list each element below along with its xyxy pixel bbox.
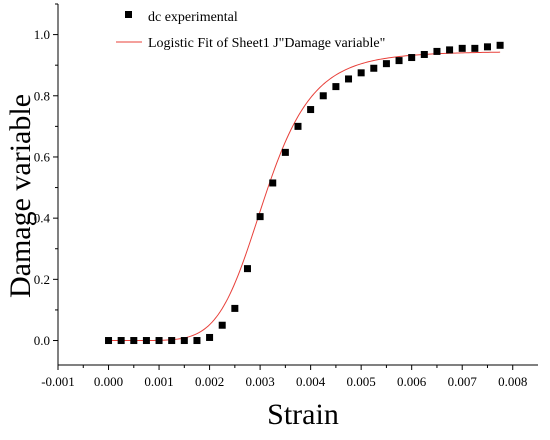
x-tick-label: -0.001 — [41, 374, 75, 389]
data-point — [180, 337, 188, 345]
data-point — [332, 83, 340, 91]
x-tick-label: 0.008 — [498, 374, 527, 389]
data-point — [142, 337, 150, 345]
data-point — [370, 64, 378, 72]
data-point — [408, 54, 416, 62]
data-point — [395, 57, 403, 65]
data-point — [243, 265, 251, 273]
x-tick-label: 0.001 — [144, 374, 173, 389]
y-tick-label: 0.0 — [34, 333, 50, 348]
data-point — [345, 75, 353, 83]
data-point — [206, 333, 214, 341]
data-point — [155, 337, 163, 345]
x-tick-label: 0.006 — [397, 374, 427, 389]
y-tick-label: 0.2 — [34, 272, 50, 287]
data-point — [433, 47, 441, 55]
data-point — [231, 304, 239, 312]
data-point — [420, 50, 428, 58]
data-point — [496, 41, 504, 49]
y-tick-label: 0.6 — [34, 149, 51, 164]
data-point — [218, 321, 226, 329]
data-point — [117, 337, 125, 345]
axes: -0.001 0.000 0.001 0.002 0.003 0.004 0.005 0.00… — [34, 3, 538, 389]
data-point — [458, 44, 466, 52]
data-point — [281, 148, 289, 156]
data-point — [168, 337, 176, 345]
y-tick-label: 1.0 — [34, 27, 50, 42]
x-tick-label: 0.007 — [448, 374, 478, 389]
legend: dc experimental Logistic Fit of Sheet1 J… — [116, 10, 385, 51]
y-tick-label: 0.8 — [34, 88, 50, 103]
data-point — [256, 213, 264, 221]
data-point — [269, 179, 277, 187]
legend-label-experimental: dc experimental — [148, 10, 238, 25]
data-point — [130, 337, 138, 345]
data-point — [105, 337, 113, 345]
data-point — [382, 60, 390, 68]
legend-label-fit: Logistic Fit of Sheet1 J"Damage variable… — [148, 36, 385, 51]
data-point — [483, 43, 491, 51]
x-tick-label: 0.000 — [94, 374, 123, 389]
y-axis-title: Damage variable — [4, 94, 37, 298]
x-tick-label: 0.003 — [245, 374, 274, 389]
data-point — [193, 337, 201, 345]
data-point — [357, 69, 365, 77]
legend-marker-square — [125, 11, 132, 18]
x-tick-label: 0.004 — [296, 374, 326, 389]
data-point — [294, 122, 302, 130]
data-point — [319, 92, 327, 100]
data-point — [471, 44, 479, 52]
y-tick-label: 0.4 — [34, 211, 51, 226]
data-points-layer — [105, 41, 504, 345]
data-point — [446, 46, 454, 54]
data-point — [307, 106, 315, 114]
x-tick-label: 0.005 — [347, 374, 376, 389]
x-axis-title: Strain — [267, 398, 339, 431]
x-tick-label: 0.002 — [195, 374, 224, 389]
